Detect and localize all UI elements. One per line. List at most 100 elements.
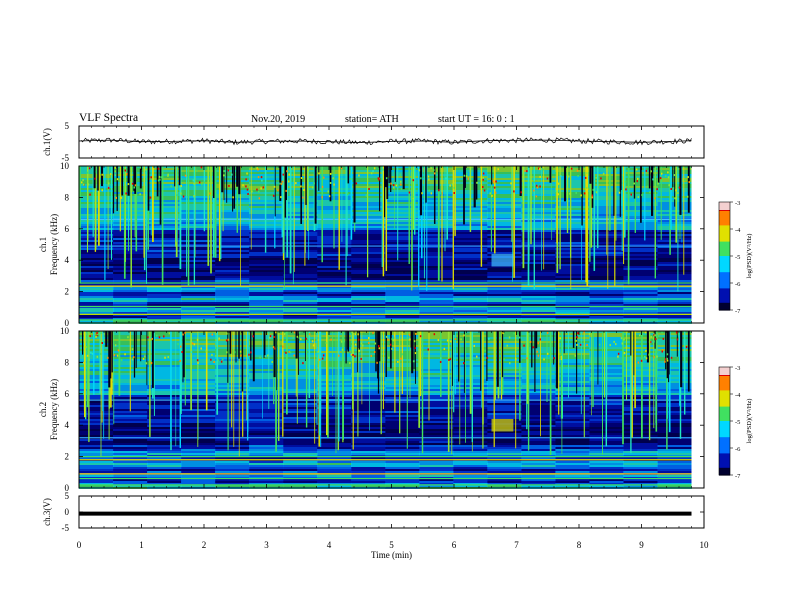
ch1-spectrogram-cell <box>215 250 250 252</box>
ch1-spectrogram-cell <box>555 192 590 194</box>
ch2-spectrogram-cell <box>555 343 590 345</box>
ch2-spectrogram-speck <box>502 332 504 335</box>
ch2-spectrogram-cell <box>623 423 658 425</box>
ch2-spectrogram-speck <box>503 358 505 361</box>
ch2-spectrogram-heatmap <box>79 331 704 489</box>
ch2-spectrogram-cell <box>283 365 318 367</box>
ch2-spectrogram-cell <box>351 391 386 393</box>
ch2-spectrogram-cell <box>555 427 590 429</box>
ch2-spectrogram-cell <box>181 445 216 447</box>
ch1-spectrogram-cell <box>419 260 454 262</box>
ch2-spectrogram-cell <box>453 451 488 453</box>
ch1-spectrogram-speck <box>245 178 247 181</box>
ch2-spectrogram-cell <box>351 475 386 477</box>
ch1-spectrogram-colorbar-tick-label: -4 <box>735 227 741 234</box>
ch1-spectrogram-speck <box>277 189 279 192</box>
ch2-spectrogram-cell <box>487 467 522 469</box>
ch1-spectrogram-cell <box>215 318 250 320</box>
ch2-spectrogram-cell <box>113 467 148 469</box>
ch2-spectrogram-cell <box>657 445 692 447</box>
ch2-spectrogram-cell <box>521 387 556 389</box>
ch1-spectrogram-cell <box>589 314 624 316</box>
ch2-spectrogram-cell <box>317 471 352 473</box>
ch2-spectrogram-cell <box>487 409 522 411</box>
ch2-spectrogram-cell <box>249 371 284 373</box>
ch1-spectrogram-cell <box>623 270 658 272</box>
ch2-spectrogram-cell <box>385 439 420 441</box>
ch1-spectrogram-cell <box>351 284 386 286</box>
ch1-spectrogram-cell <box>147 254 182 256</box>
ch2-spectrogram-cell <box>487 373 522 375</box>
ch1-spectrogram-speck <box>201 183 203 186</box>
ch1-spectrogram-speck <box>466 172 468 175</box>
ch1-spectrogram-cell <box>351 198 386 200</box>
ch2-spectrogram-cell <box>249 337 284 339</box>
ch2-spectrogram-speck <box>546 331 549 334</box>
ch1-spectrogram-cell <box>623 258 658 260</box>
ch1-spectrogram-nodata <box>691 166 704 323</box>
ch1-spectrogram-speck <box>124 169 126 172</box>
ch2-spectrogram-cell <box>351 403 386 405</box>
ch1-spectrogram-cell <box>521 266 556 268</box>
ch2-spectrogram-cell <box>181 449 216 451</box>
ch1-spectrogram-cell <box>385 172 420 174</box>
ch2-spectrogram-cell <box>555 383 590 385</box>
ch1-spectrogram-cell <box>453 292 488 294</box>
ch2-spectrogram-cell <box>215 373 250 375</box>
ch2-spectrogram-cell <box>351 415 386 417</box>
ch1-spectrogram-cell <box>623 308 658 310</box>
ch1-spectrogram-cell <box>521 204 556 206</box>
ch2-spectrogram-speck <box>308 333 311 336</box>
ch2-spectrogram-cell <box>317 341 352 343</box>
ch2-spectrogram-cell <box>623 413 658 415</box>
ch2-spectrogram-speck <box>537 342 539 345</box>
ch2-spectrogram-cell <box>623 467 658 469</box>
ch2-spectrogram-cell <box>283 471 318 473</box>
ch1-spectrogram-speck <box>329 182 332 184</box>
ch2-spectrogram-cell <box>623 373 658 375</box>
ch2-spectrogram-cell <box>113 441 148 443</box>
ch1-spectrogram-cell <box>419 252 454 254</box>
ch1-spectrogram-cell <box>555 248 590 250</box>
ch1-spectrogram-cell <box>351 172 386 174</box>
ch1-spectrogram-cell <box>181 296 216 298</box>
ch1-spectrogram-cell <box>113 288 148 290</box>
ch2-spectrogram-cell <box>351 479 386 481</box>
ch1-spectrogram-cell <box>181 202 216 204</box>
ch1-spectrogram-cell <box>453 266 488 268</box>
ch2-spectrogram-cell <box>351 447 386 449</box>
ch2-spectrogram-cell <box>521 465 556 467</box>
ch2-spectrogram-cell <box>521 443 556 445</box>
ch2-spectrogram-cell <box>521 457 556 459</box>
ch2-spectrogram-speck <box>388 356 390 359</box>
ch1-spectrogram-cell <box>181 302 216 304</box>
ch1-spectrogram-cell <box>419 198 454 200</box>
ch2-spectrogram-cell <box>351 451 386 453</box>
ch2-spectrogram-cell <box>487 363 522 365</box>
ch2-spectrogram-cell <box>419 395 454 397</box>
ch1-spectrogram-speck <box>257 168 259 171</box>
ch2-spectrogram-cell <box>521 429 556 431</box>
ch1-spectrogram-cell <box>385 198 420 200</box>
ch2-spectrogram-cell <box>419 355 454 357</box>
ch1-spectrogram-cell <box>181 222 216 224</box>
ch1-spectrogram-cell <box>181 166 216 168</box>
ch2-spectrogram-cell <box>283 343 318 345</box>
ch1-spectrogram-cell <box>657 302 692 304</box>
ch2-spectrogram-cell <box>249 461 284 463</box>
x-tick-label: 6 <box>452 540 457 550</box>
ch1-spectrogram-cell <box>147 262 182 264</box>
ch2-spectrogram-cell <box>317 365 352 367</box>
ch2-spectrogram-cell <box>249 397 284 399</box>
ch2-spectrogram-cell <box>555 479 590 481</box>
ch1-spectrogram-speck <box>127 183 130 186</box>
ch1-spectrogram-cell <box>589 308 624 310</box>
ch2-spectrogram-cell <box>657 349 692 351</box>
ch1-spectrogram-cell <box>521 272 556 274</box>
ch2-spectrogram-cell <box>215 467 250 469</box>
ch2-spectrogram-cell <box>181 485 216 487</box>
ch1-spectrogram-cell <box>453 290 488 292</box>
ch2-spectrogram-cell <box>249 403 284 405</box>
ch1-spectrogram-cell <box>453 232 488 234</box>
x-axis-label: Time (min) <box>371 550 412 560</box>
